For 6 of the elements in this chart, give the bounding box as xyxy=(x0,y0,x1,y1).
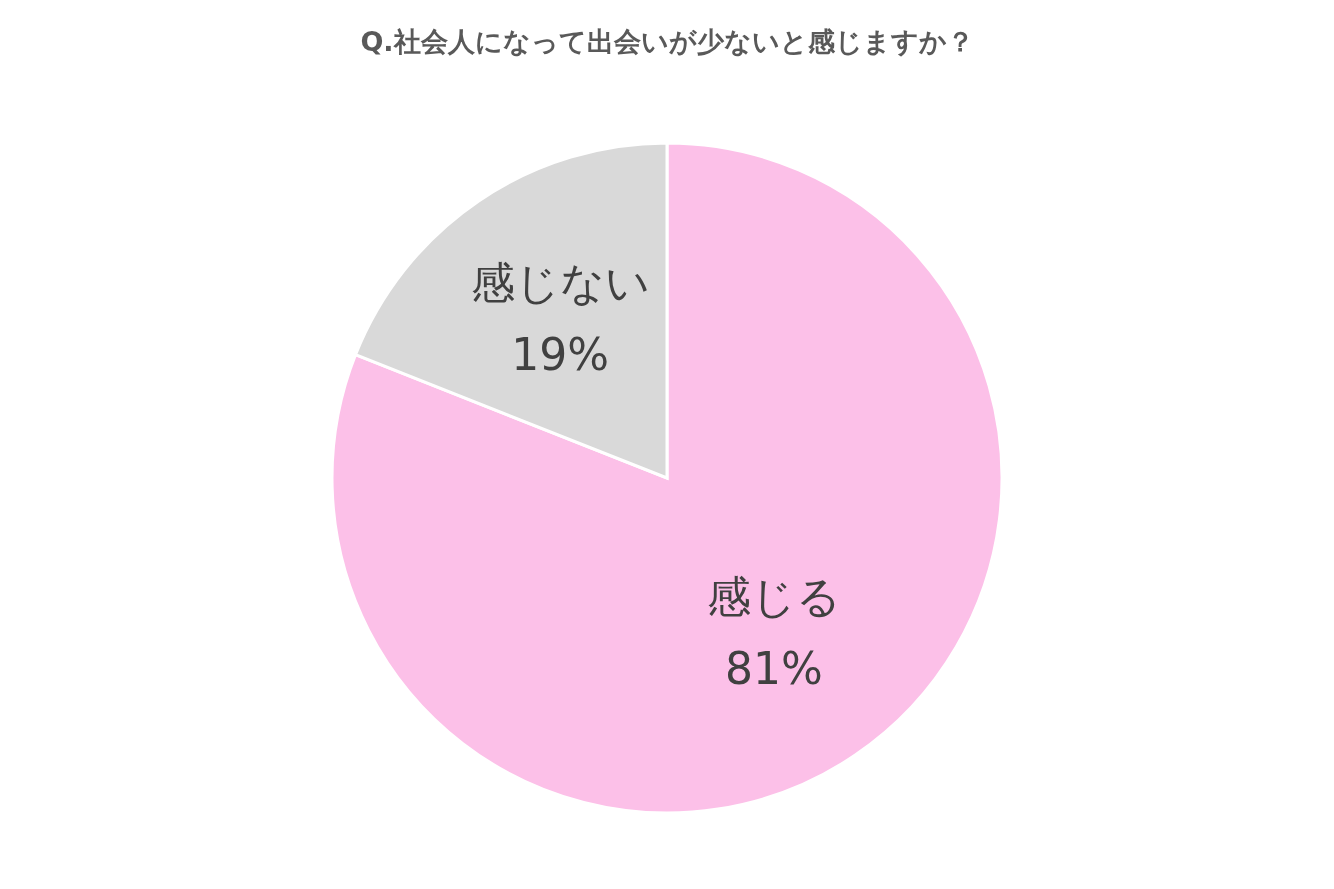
data-label: 81% xyxy=(724,643,823,695)
slice-label: 感じない xyxy=(470,256,650,308)
pie-slice xyxy=(330,141,1004,815)
slice-label: 感じる xyxy=(706,571,841,623)
chart-title: Q.社会人になって出会いが少ないと感じますか？ xyxy=(360,26,974,57)
data-label: 19% xyxy=(511,328,610,380)
